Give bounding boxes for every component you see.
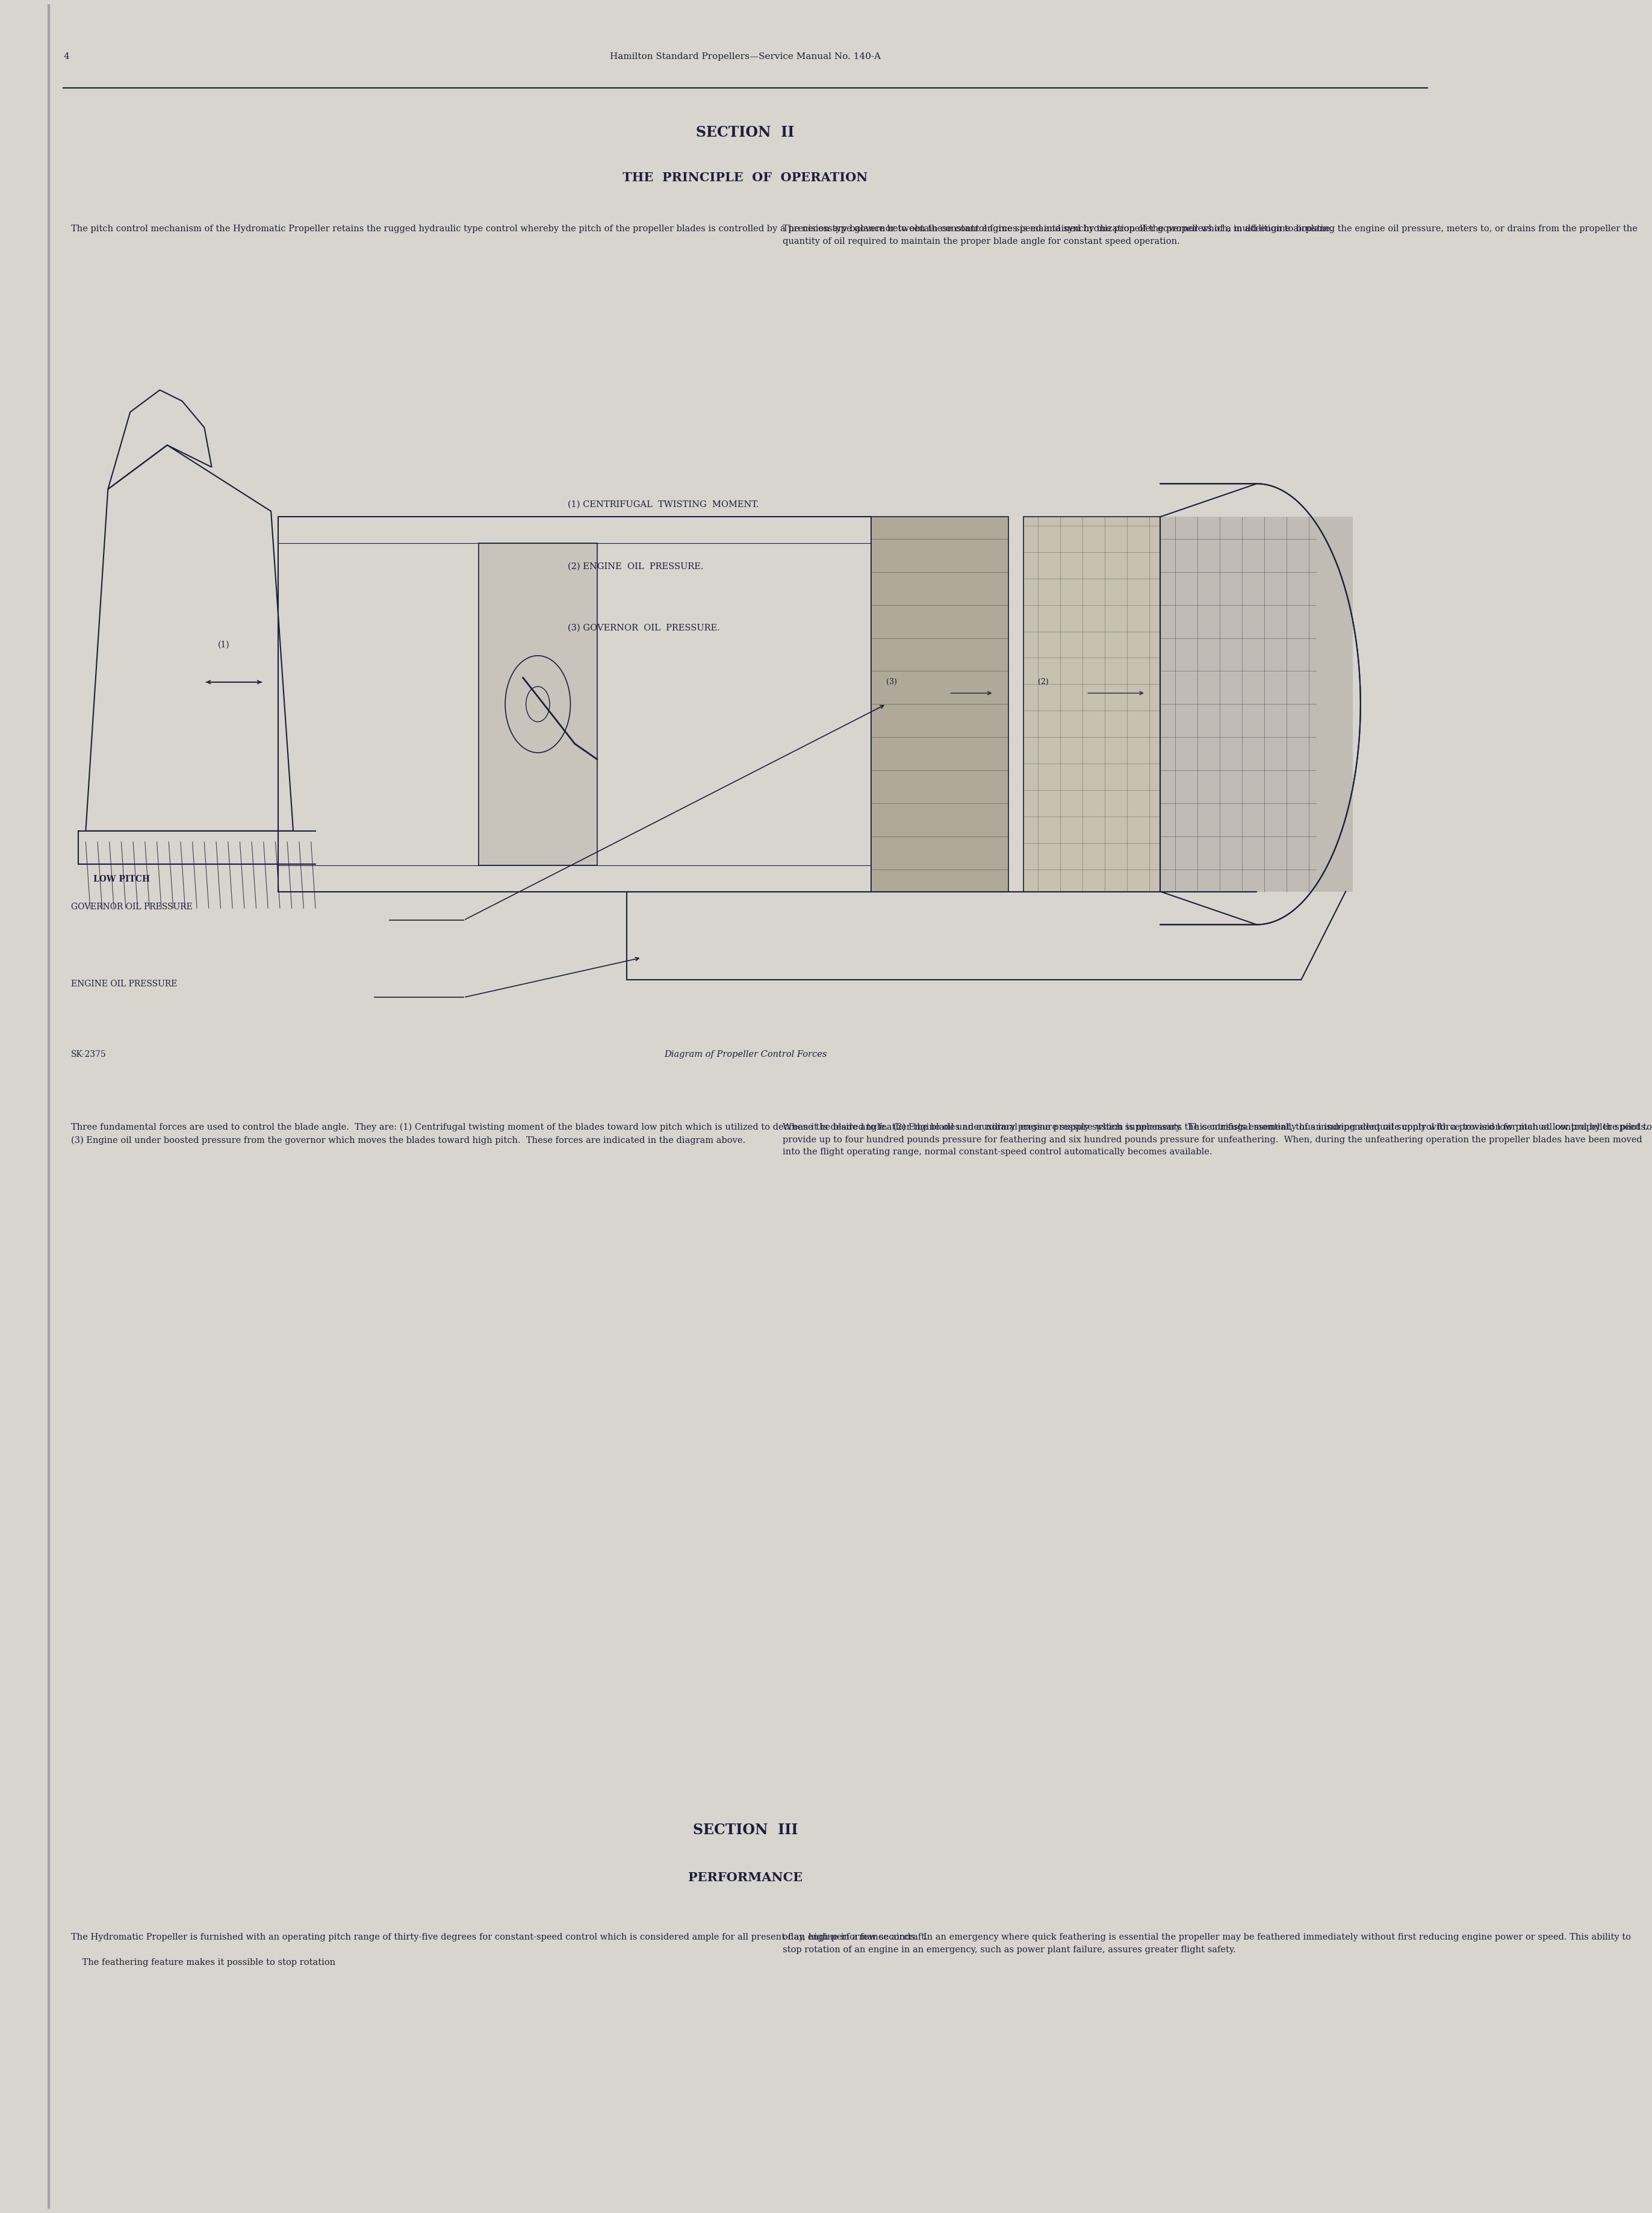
Text: (2) ENGINE  OIL  PRESSURE.: (2) ENGINE OIL PRESSURE. xyxy=(567,562,704,571)
Text: (2): (2) xyxy=(1037,677,1049,686)
Text: SECTION  III: SECTION III xyxy=(692,1824,798,1837)
Text: SK-2375: SK-2375 xyxy=(71,1051,106,1058)
Text: 4: 4 xyxy=(63,53,69,62)
Text: PERFORMANCE: PERFORMANCE xyxy=(689,1872,803,1883)
Text: Diagram of Propeller Control Forces: Diagram of Propeller Control Forces xyxy=(664,1051,826,1058)
Text: (3) GOVERNOR  OIL  PRESSURE.: (3) GOVERNOR OIL PRESSURE. xyxy=(567,624,720,633)
Text: (1): (1) xyxy=(218,640,230,648)
Text: The pitch control mechanism of the Hydromatic Propeller retains the rugged hydra: The pitch control mechanism of the Hydro… xyxy=(71,226,1333,232)
Bar xyxy=(1023,518,1160,892)
Text: When it is desired to feather the blades an auxiliary pressure supply system is : When it is desired to feather the blades… xyxy=(783,1122,1652,1155)
Text: SECTION  II: SECTION II xyxy=(695,126,795,139)
Text: THE  PRINCIPLE  OF  OPERATION: THE PRINCIPLE OF OPERATION xyxy=(623,173,867,184)
Bar xyxy=(279,518,871,892)
Text: ENGINE OIL PRESSURE: ENGINE OIL PRESSURE xyxy=(71,980,177,989)
Text: of an engine in a few seconds.  In an emergency where quick feathering is essent: of an engine in a few seconds. In an eme… xyxy=(783,1934,1631,1954)
Text: Three fundamental forces are used to control the blade angle.  They are: (1) Cen: Three fundamental forces are used to con… xyxy=(71,1122,1650,1144)
Text: The necessary balance between these control forces is maintained by the propelle: The necessary balance between these cont… xyxy=(783,226,1637,246)
Text: GOVERNOR OIL PRESSURE: GOVERNOR OIL PRESSURE xyxy=(71,903,192,912)
Text: (3): (3) xyxy=(885,677,897,686)
Bar xyxy=(479,542,596,865)
Text: (1) CENTRIFUGAL  TWISTING  MOMENT.: (1) CENTRIFUGAL TWISTING MOMENT. xyxy=(567,500,758,509)
Text: LOW PITCH: LOW PITCH xyxy=(93,874,150,883)
Text: The Hydromatic Propeller is furnished with an operating pitch range of thirty-fi: The Hydromatic Propeller is furnished wi… xyxy=(71,1934,927,1967)
Bar xyxy=(1160,518,1353,892)
Text: Hamilton Standard Propellers—Service Manual No. 140-A: Hamilton Standard Propellers—Service Man… xyxy=(610,53,881,62)
Bar xyxy=(871,518,1008,892)
